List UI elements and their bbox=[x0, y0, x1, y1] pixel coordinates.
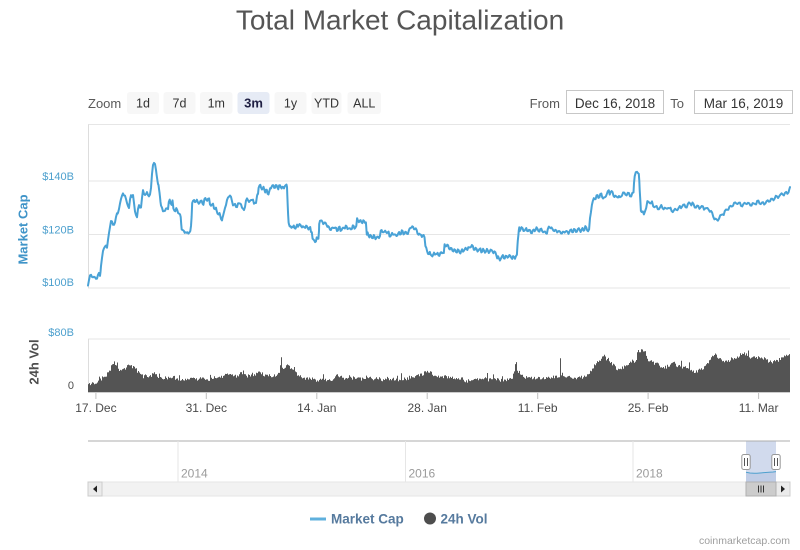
svg-text:1m: 1m bbox=[208, 97, 225, 111]
svg-text:$80B: $80B bbox=[48, 327, 74, 339]
svg-text:YTD: YTD bbox=[314, 97, 339, 111]
svg-text:24h Vol: 24h Vol bbox=[441, 512, 488, 527]
svg-text:31. Dec: 31. Dec bbox=[186, 401, 227, 415]
svg-text:17. Dec: 17. Dec bbox=[75, 401, 116, 415]
svg-text:3m: 3m bbox=[244, 96, 263, 111]
svg-text:24h Vol: 24h Vol bbox=[27, 339, 42, 384]
svg-text:coinmarketcap.com: coinmarketcap.com bbox=[699, 535, 790, 547]
svg-text:25. Feb: 25. Feb bbox=[628, 401, 669, 415]
svg-text:2018: 2018 bbox=[636, 467, 663, 481]
svg-text:ALL: ALL bbox=[353, 97, 375, 111]
svg-text:Dec 16, 2018: Dec 16, 2018 bbox=[575, 96, 655, 111]
svg-text:1y: 1y bbox=[284, 97, 298, 111]
svg-text:Market Cap: Market Cap bbox=[331, 512, 404, 527]
svg-text:11. Feb: 11. Feb bbox=[518, 401, 558, 415]
svg-text:Total Market Capitalization: Total Market Capitalization bbox=[236, 5, 564, 36]
svg-text:Market Cap: Market Cap bbox=[16, 194, 31, 264]
svg-text:$140B: $140B bbox=[42, 171, 74, 183]
svg-text:To: To bbox=[670, 96, 684, 111]
svg-text:11. Mar: 11. Mar bbox=[739, 401, 779, 415]
svg-text:28. Jan: 28. Jan bbox=[408, 401, 447, 415]
svg-text:14. Jan: 14. Jan bbox=[297, 401, 336, 415]
svg-text:$100B: $100B bbox=[42, 277, 74, 289]
svg-text:Mar 16, 2019: Mar 16, 2019 bbox=[704, 96, 784, 111]
svg-text:2014: 2014 bbox=[181, 467, 208, 481]
svg-text:Zoom: Zoom bbox=[88, 96, 121, 111]
svg-text:1d: 1d bbox=[136, 97, 150, 111]
svg-text:0: 0 bbox=[68, 380, 74, 392]
svg-text:$120B: $120B bbox=[42, 225, 74, 237]
svg-text:2016: 2016 bbox=[409, 467, 436, 481]
svg-text:7d: 7d bbox=[173, 97, 187, 111]
svg-text:From: From bbox=[530, 96, 560, 111]
